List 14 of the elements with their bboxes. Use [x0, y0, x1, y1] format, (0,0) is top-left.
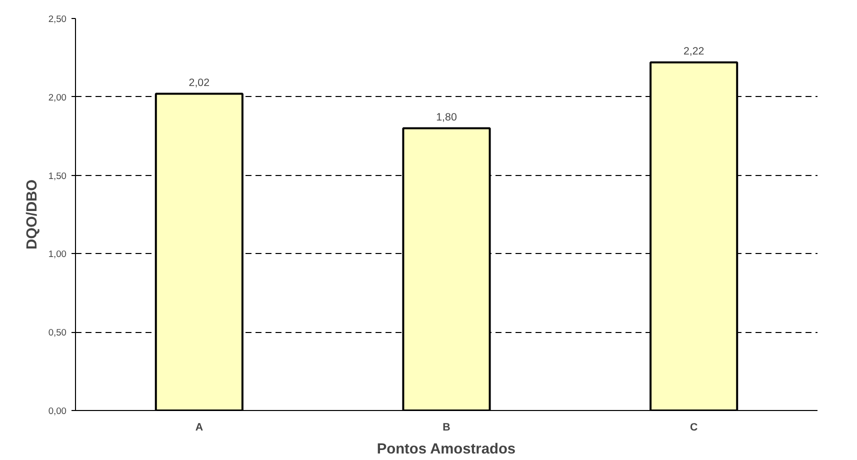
y-axis-title: DQO/DBO [24, 179, 40, 250]
x-tick-label: B [442, 422, 451, 434]
y-tick-label: 1,50 [48, 170, 66, 181]
y-tick-label: 2,00 [48, 92, 66, 102]
x-tick-label: C [690, 422, 698, 434]
y-tick-label: 1,00 [48, 249, 66, 260]
y-tick-label: 2,50 [48, 14, 66, 24]
x-tick-label: A [195, 422, 204, 434]
y-tick-label: 0,00 [48, 406, 66, 416]
data-label: 1,80 [436, 111, 457, 124]
x-axis-title: Pontos Amostrados [376, 442, 516, 458]
data-label: 2,22 [683, 45, 704, 58]
y-tick-label: 0,50 [48, 328, 66, 338]
data-label: 2,02 [188, 76, 210, 89]
